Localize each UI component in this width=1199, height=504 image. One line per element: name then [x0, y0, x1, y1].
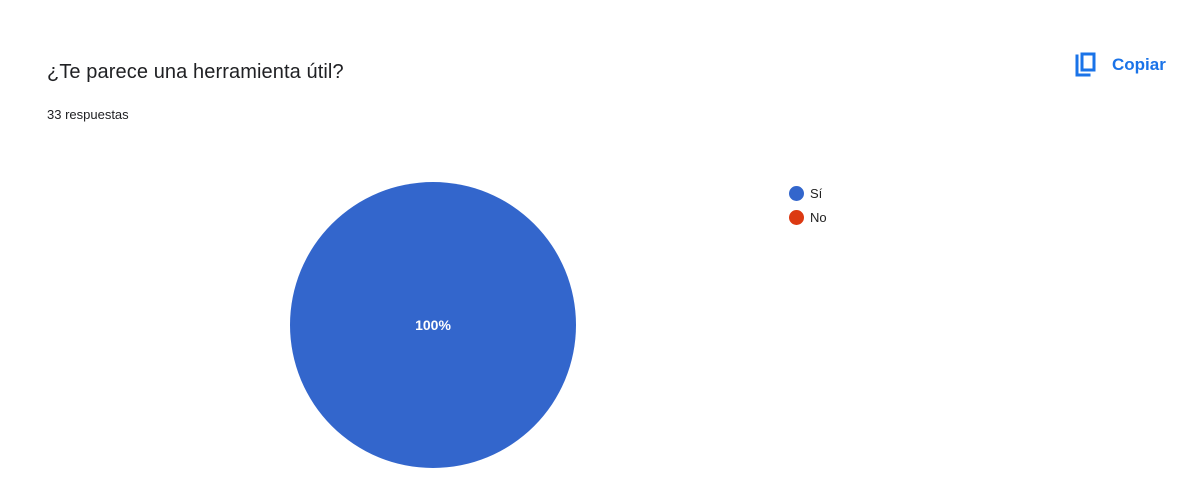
chart-legend: Sí No — [789, 181, 827, 229]
legend-label-1: No — [810, 209, 827, 225]
legend-swatch-1 — [789, 209, 804, 225]
copy-icon — [1075, 52, 1096, 77]
legend-swatch-0 — [789, 185, 804, 201]
legend-item-1[interactable]: No — [789, 205, 827, 229]
copy-button[interactable]: Copiar — [1070, 47, 1166, 83]
question-title: ¿Te parece una herramienta útil? — [47, 61, 344, 83]
legend-label-0: Sí — [810, 185, 823, 201]
response-count: 33 respuestas — [47, 107, 129, 122]
pie-slice-0[interactable] — [290, 182, 576, 468]
copy-label: Copiar — [1112, 55, 1166, 74]
legend-item-0[interactable]: Sí — [789, 181, 827, 205]
pie-slice-label-0: 100% — [415, 317, 451, 333]
